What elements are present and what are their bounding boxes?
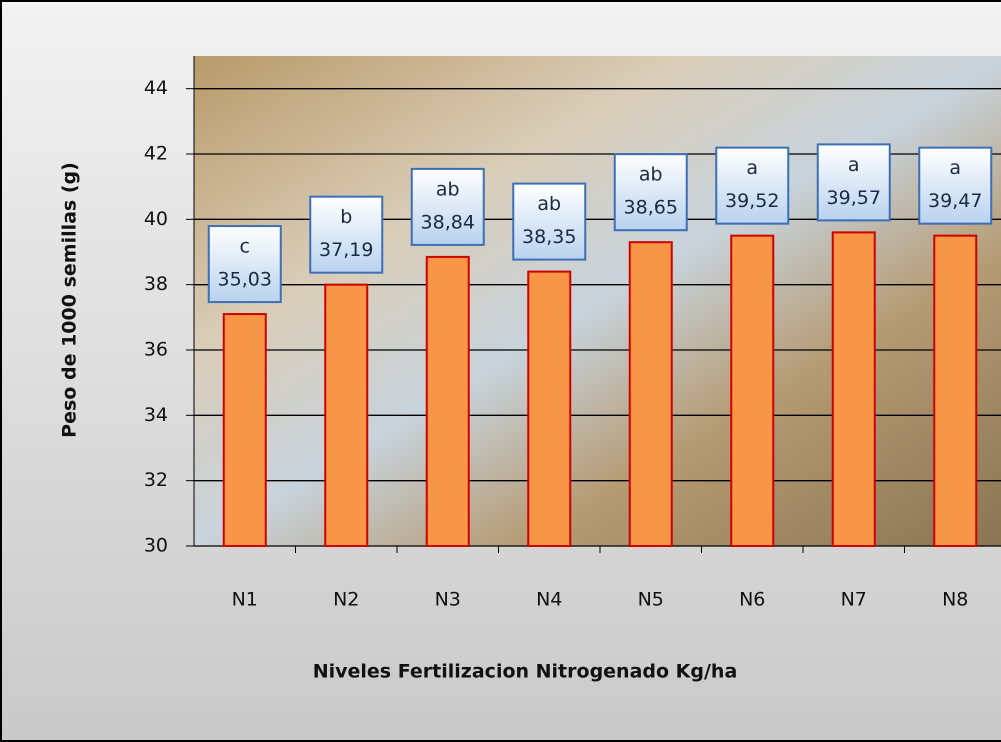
y-tick-label: 44 bbox=[144, 77, 168, 99]
annotation-value: 35,03 bbox=[218, 269, 272, 291]
annotation-value: 38,65 bbox=[624, 197, 678, 219]
annotation-value: 38,35 bbox=[522, 226, 576, 248]
x-tick-label: N7 bbox=[841, 589, 867, 611]
x-tick-label: N4 bbox=[536, 589, 562, 611]
annotation-value: 38,84 bbox=[421, 211, 475, 233]
bar bbox=[731, 236, 773, 546]
annotation-letter: a bbox=[949, 157, 961, 179]
x-tick-label: N8 bbox=[942, 589, 968, 611]
plot-background bbox=[194, 56, 1001, 546]
annotation-value: 39,57 bbox=[827, 187, 881, 209]
bar bbox=[224, 314, 266, 546]
x-tick-label: N1 bbox=[232, 589, 258, 611]
y-axis-title: Peso de 1000 semillas (g) bbox=[59, 162, 81, 438]
bar bbox=[630, 242, 672, 546]
bar bbox=[325, 285, 367, 546]
x-tick-label: N6 bbox=[739, 589, 765, 611]
annotation-letter: a bbox=[848, 154, 860, 176]
x-tick-label: N3 bbox=[435, 589, 461, 611]
annotation-letter: ab bbox=[639, 164, 663, 186]
annotation-letter: c bbox=[240, 236, 250, 258]
annotation-value: 39,52 bbox=[725, 190, 779, 212]
y-tick-label: 40 bbox=[144, 208, 168, 230]
y-tick-label: 42 bbox=[144, 143, 168, 165]
x-tick-label: N5 bbox=[638, 589, 664, 611]
y-tick-label: 36 bbox=[144, 339, 168, 361]
annotation-letter: a bbox=[746, 157, 758, 179]
y-tick-label: 38 bbox=[144, 273, 168, 295]
y-tick-label: 32 bbox=[144, 469, 168, 491]
bar bbox=[528, 272, 570, 546]
x-tick-label: N2 bbox=[333, 589, 359, 611]
annotation-value: 39,47 bbox=[928, 190, 982, 212]
annotation-letter: ab bbox=[537, 193, 561, 215]
y-tick-label: 34 bbox=[144, 404, 168, 426]
annotation-letter: ab bbox=[436, 178, 460, 200]
bar bbox=[934, 236, 976, 546]
bar bbox=[427, 257, 469, 546]
annotation-letter: b bbox=[340, 206, 352, 228]
annotation-value: 37,19 bbox=[319, 239, 373, 261]
chart: Peso de 1000 semillas (g) Niveles Fertil… bbox=[0, 0, 1001, 742]
x-axis-title: Niveles Fertilizacion Nitrogenado Kg/ha bbox=[313, 661, 738, 683]
y-tick-label: 30 bbox=[144, 535, 168, 557]
bar bbox=[833, 232, 875, 546]
